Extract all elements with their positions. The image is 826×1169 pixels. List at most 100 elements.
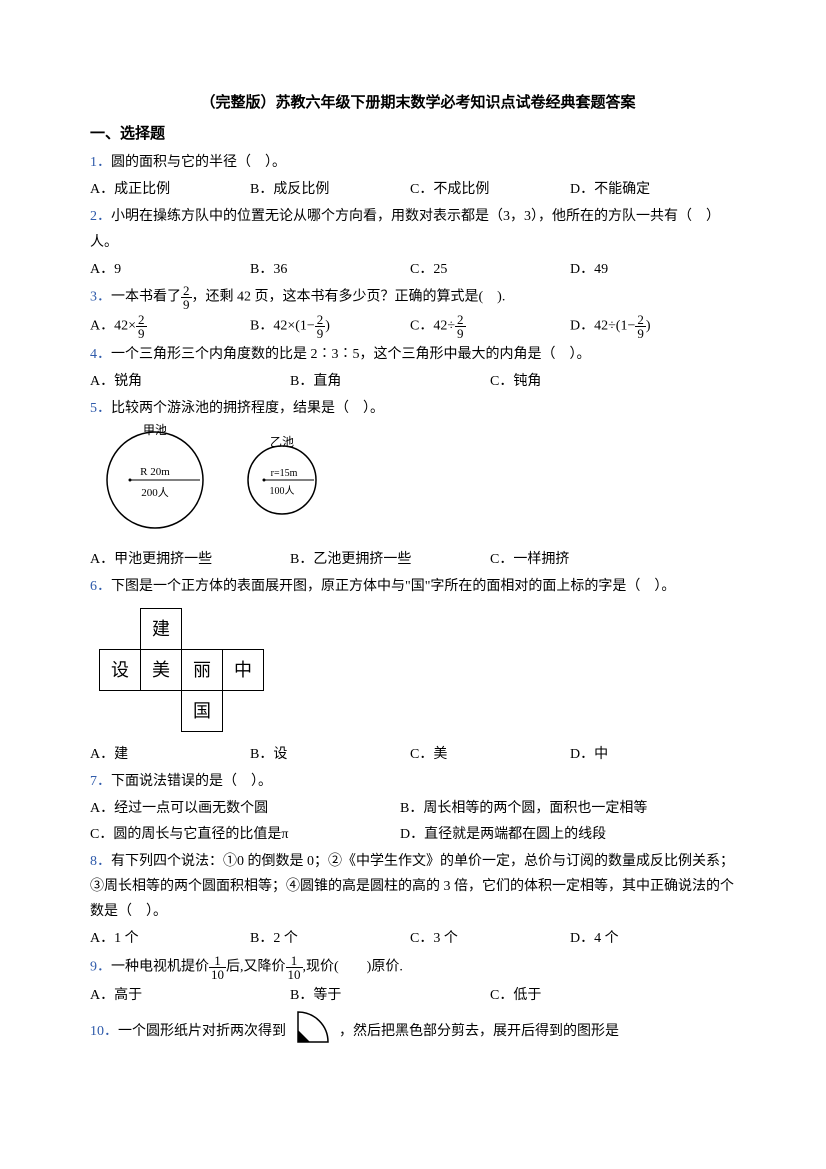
q6-opt-d: D．中 xyxy=(570,742,720,767)
frac-den: 9 xyxy=(635,327,646,340)
q5-num: 5． xyxy=(90,401,111,416)
q9-text-b: 后,又降价 xyxy=(226,959,286,974)
question-9: 9．一种电视机提价110后,又降价110,现价( )原价. xyxy=(90,954,746,981)
frac-den: 9 xyxy=(136,327,147,340)
q1-num: 1． xyxy=(90,155,111,170)
frac-den: 9 xyxy=(315,327,326,340)
q2-text: 小明在操练方队中的位置无论从哪个方向看，用数对表示都是（3，3），他所在的方队一… xyxy=(90,209,720,249)
q6-text: 下图是一个正方体的表面展开图，原正方体中与"国"字所在的面相对的面上标的字是（ … xyxy=(111,579,675,594)
question-1: 1．圆的面积与它的半径（ ）。 xyxy=(90,150,746,175)
q2-num: 2． xyxy=(90,209,111,224)
q3-options: A．42×29 B．42×(1−29) C．42÷29 D．42÷(1−29) xyxy=(90,313,746,340)
q6-num: 6． xyxy=(90,579,111,594)
question-4: 4．一个三角形三个内角度数的比是 2∶3∶5，这个三角形中最大的内角是（ ）。 xyxy=(90,342,746,367)
page-title: （完整版）苏教六年级下册期末数学必考知识点试卷经典套题答案 xyxy=(90,90,746,117)
q3-opt-a: A．42×29 xyxy=(90,313,240,340)
q4-options: A．锐角 B．直角 C．钝角 xyxy=(90,369,746,394)
q5-text: 比较两个游泳池的拥挤程度，结果是（ ）。 xyxy=(111,401,384,416)
net-cell: 国 xyxy=(181,690,223,732)
pool-a-svg: R 20m 200人 xyxy=(100,428,210,532)
net-cell: 美 xyxy=(140,649,182,691)
section-heading: 一、选择题 xyxy=(90,121,746,148)
opt-label: D． xyxy=(570,319,594,334)
frac-num: 2 xyxy=(136,313,147,327)
q1-opt-c: C．不成比例 xyxy=(410,177,560,202)
q1-opt-b: B．成反比例 xyxy=(250,177,400,202)
frac-num: 1 xyxy=(286,954,303,968)
q7-opt-d: D．直径就是两端都在圆上的线段 xyxy=(400,822,700,847)
frac-num: 2 xyxy=(315,313,326,327)
q8-options: A．1 个 B．2 个 C．3 个 D．4 个 xyxy=(90,926,746,951)
question-5: 5．比较两个游泳池的拥挤程度，结果是（ ）。 xyxy=(90,396,746,421)
question-7: 7．下面说法错误的是（ ）。 xyxy=(90,769,746,794)
q7-opt-a: A．经过一点可以画无数个圆 xyxy=(90,796,390,821)
net-cell: 丽 xyxy=(181,649,223,691)
frac: 29 xyxy=(635,313,646,340)
opt-label: B． xyxy=(250,319,273,334)
q7-opt-c: C．圆的周长与它直径的比值是π xyxy=(90,822,390,847)
q4-text: 一个三角形三个内角度数的比是 2∶3∶5，这个三角形中最大的内角是（ ）。 xyxy=(111,347,591,362)
expr-text: 42÷(1− xyxy=(594,319,635,334)
q8-opt-c: C．3 个 xyxy=(410,926,560,951)
q4-num: 4． xyxy=(90,347,111,362)
expr-text: 42÷ xyxy=(433,319,455,334)
opt-label: A． xyxy=(90,319,114,334)
q10-text-b: ，然后把黑色部分剪去，展开后得到的图形是 xyxy=(339,1024,619,1039)
q9-text-a: 一种电视机提价 xyxy=(111,959,209,974)
q9-options: A．高于 B．等于 C．低于 xyxy=(90,983,746,1008)
expr-text: ) xyxy=(325,319,330,334)
pool-a: R 20m 200人 甲池 xyxy=(100,428,210,541)
q8-num: 8． xyxy=(90,854,111,869)
question-3: 3．一本书看了29，还剩 42 页，这本书有多少页？正确的算式是( ). xyxy=(90,284,746,311)
q7-opt-b: B．周长相等的两个圆，面积也一定相等 xyxy=(400,796,700,821)
q1-options: A．成正比例 B．成反比例 C．不成比例 D．不能确定 xyxy=(90,177,746,202)
frac-num: 1 xyxy=(209,954,226,968)
frac-den: 9 xyxy=(181,298,192,311)
frac-num: 2 xyxy=(635,313,646,327)
q4-opt-b: B．直角 xyxy=(290,369,480,394)
frac-den: 9 xyxy=(455,327,466,340)
q3-text-a: 一本书看了 xyxy=(111,290,181,305)
q9-text-c: ,现价( )原价. xyxy=(303,959,403,974)
q5-opt-a: A．甲池更拥挤一些 xyxy=(90,547,280,572)
pool-a-label: 甲池 xyxy=(143,420,167,442)
cube-net: 建 设 美 丽 中 国 xyxy=(100,609,746,732)
frac: 29 xyxy=(136,313,147,340)
frac-den: 10 xyxy=(286,968,303,981)
q2-opt-c: C．25 xyxy=(410,257,560,282)
q5-options: A．甲池更拥挤一些 B．乙池更拥挤一些 C．一样拥挤 xyxy=(90,547,746,572)
q10-text-a: 一个圆形纸片对折两次得到 xyxy=(118,1024,286,1039)
pool-b-radius: r=15m xyxy=(271,468,298,479)
q9-opt-c: C．低于 xyxy=(490,983,680,1008)
net-cell: 中 xyxy=(222,649,264,691)
pool-a-radius: R 20m xyxy=(140,466,170,478)
q6-opt-b: B．设 xyxy=(250,742,400,767)
q7-text: 下面说法错误的是（ ）。 xyxy=(111,774,272,789)
q6-opt-c: C．美 xyxy=(410,742,560,767)
frac-num: 2 xyxy=(455,313,466,327)
frac-den: 10 xyxy=(209,968,226,981)
question-10: 10．一个圆形纸片对折两次得到 ，然后把黑色部分剪去，展开后得到的图形是 xyxy=(90,1010,746,1053)
q5-opt-b: B．乙池更拥挤一些 xyxy=(290,547,480,572)
q5-opt-c: C．一样拥挤 xyxy=(490,547,680,572)
frac-num: 2 xyxy=(181,284,192,298)
q8-opt-d: D．4 个 xyxy=(570,926,720,951)
expr-text: ) xyxy=(646,319,651,334)
opt-label: C． xyxy=(410,319,433,334)
q6-opt-a: A．建 xyxy=(90,742,240,767)
net-cell: 设 xyxy=(99,649,141,691)
q6-options: A．建 B．设 C．美 D．中 xyxy=(90,742,746,767)
q10-num: 10． xyxy=(90,1024,118,1039)
frac: 110 xyxy=(209,954,226,981)
question-2: 2．小明在操练方队中的位置无论从哪个方向看，用数对表示都是（3，3），他所在的方… xyxy=(90,204,746,254)
q3-opt-b: B．42×(1−29) xyxy=(250,313,400,340)
pool-b-people: 100人 xyxy=(270,485,295,497)
net-cell: 建 xyxy=(140,608,182,650)
q2-opt-a: A．9 xyxy=(90,257,240,282)
frac: 110 xyxy=(286,954,303,981)
pool-b: r=15m 100人 乙池 xyxy=(240,440,324,529)
q3-frac1: 29 xyxy=(181,284,192,311)
q1-opt-a: A．成正比例 xyxy=(90,177,240,202)
q1-text: 圆的面积与它的半径（ ）。 xyxy=(111,155,286,170)
q8-opt-b: B．2 个 xyxy=(250,926,400,951)
